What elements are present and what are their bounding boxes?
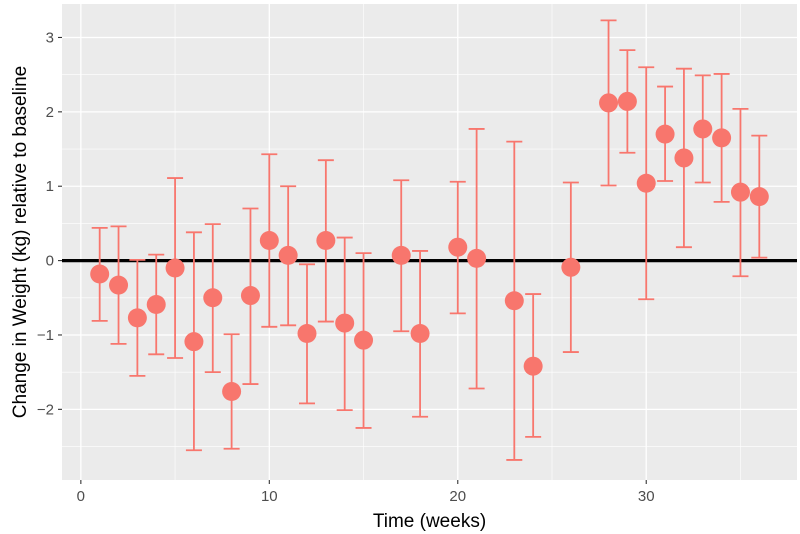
data-point [636,173,656,193]
data-point [674,148,694,168]
plot-panel [62,4,797,480]
data-point [316,231,336,251]
data-point [410,323,430,343]
data-point [90,264,110,284]
data-point [259,231,279,251]
data-point [335,313,355,333]
data-point [730,182,750,202]
data-point [127,308,147,328]
data-point [749,187,769,207]
x-tick-label: 30 [638,488,655,505]
data-point [523,356,543,376]
y-tick-label: −2 [37,401,54,418]
y-axis-title: Change in Weight (kg) relative to baseli… [10,66,31,418]
x-tick-label: 10 [261,488,278,505]
data-point [278,245,298,265]
data-point [354,330,374,350]
data-point [712,128,732,148]
data-point [222,381,242,401]
data-point [146,294,166,314]
data-point [240,286,260,306]
y-axis-ticks: −2 −1 0 1 2 3 [37,29,62,418]
y-tick-label: 0 [46,253,54,270]
x-axis-title: Time (weeks) [373,511,486,532]
y-tick-label: 1 [46,178,54,195]
data-point [599,93,619,113]
x-tick-label: 0 [77,488,85,505]
data-point [617,91,637,111]
data-point [448,237,468,257]
data-point [561,257,581,277]
data-points [90,91,769,401]
data-point [467,248,487,268]
data-point [297,323,317,343]
data-point [109,275,129,295]
y-tick-label: −1 [37,327,54,344]
data-point [203,288,223,308]
data-point [655,124,675,144]
x-tick-label: 20 [449,488,466,505]
data-point [504,291,524,311]
y-tick-label: 2 [46,104,54,121]
data-point [165,258,185,278]
y-tick-label: 3 [46,29,54,46]
data-point [693,119,713,139]
x-axis-ticks: 0 10 20 30 [77,480,655,505]
data-point [184,332,204,352]
minor-gridlines [62,4,797,480]
data-point [391,245,411,265]
